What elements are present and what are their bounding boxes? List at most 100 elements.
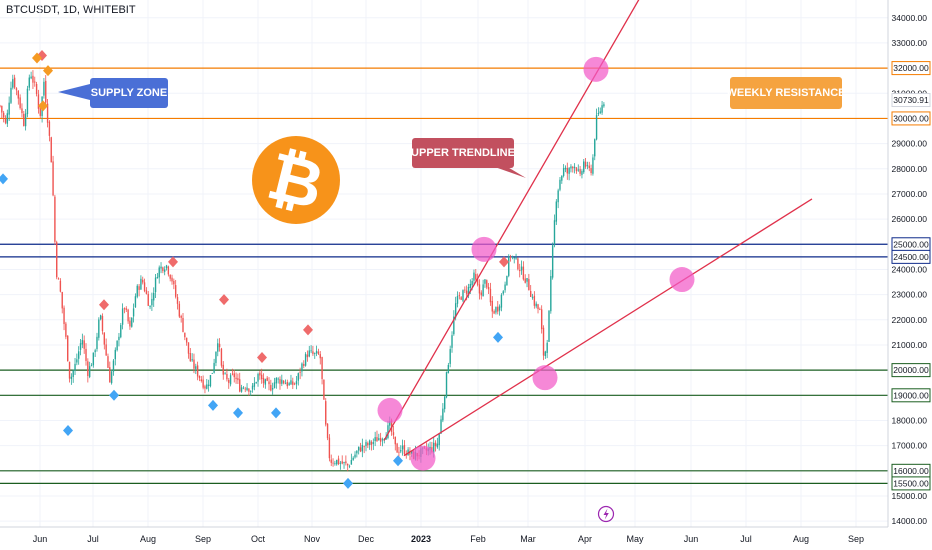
candle [462, 289, 464, 303]
candle-body [251, 385, 254, 390]
candle-body [431, 447, 433, 452]
candle-body [537, 304, 539, 310]
candle-body [467, 286, 470, 296]
candle [244, 386, 246, 393]
lightning-icon[interactable] [597, 505, 615, 523]
candle [544, 350, 547, 359]
candle [215, 351, 217, 367]
candle-body [142, 279, 144, 283]
time-tick-label: Aug [140, 534, 156, 544]
candle-body [522, 266, 525, 280]
candle [21, 103, 23, 118]
time-tick-label: Mar [520, 534, 536, 544]
candle-body [103, 332, 106, 345]
candle [56, 240, 58, 280]
bitcoin-logo-icon: ₿ [252, 136, 340, 225]
candle [242, 386, 245, 390]
candle [259, 370, 261, 380]
candle [171, 274, 173, 285]
candle-body [348, 465, 351, 467]
candle [268, 377, 270, 391]
candle-body [454, 303, 457, 318]
touch-circle [532, 365, 558, 391]
candle-body [134, 296, 137, 308]
candle-body [264, 379, 267, 385]
candle-body [4, 118, 7, 123]
candle [206, 378, 208, 390]
candle-body [531, 297, 534, 299]
candle-body [480, 292, 482, 296]
candle [116, 340, 118, 352]
time-axis[interactable]: Jun Jul Aug Sep Oct Nov Dec 2023 Feb Mar Apr May Jun… [0, 526, 888, 544]
candle-body [24, 113, 27, 127]
candle [61, 291, 63, 314]
candle-body [52, 161, 54, 196]
candle-body [553, 220, 556, 246]
candle [134, 293, 137, 308]
candle-body [350, 460, 353, 465]
price-tick-label: 24000.00 [892, 264, 928, 274]
candle-body [282, 380, 285, 384]
candle [52, 155, 54, 197]
candle [10, 81, 12, 105]
candle [81, 333, 84, 349]
candle-body [506, 275, 508, 286]
candle-body [281, 379, 283, 384]
candle-body [566, 168, 568, 174]
touch-circle [583, 56, 609, 82]
candle-body [381, 439, 384, 441]
candle-body [555, 201, 558, 222]
candle [566, 162, 568, 180]
price-badge-box [891, 249, 931, 264]
candle-body [28, 77, 30, 88]
candle-body [367, 442, 369, 446]
price-tick-label: 27000.00 [892, 189, 928, 199]
candle [299, 367, 301, 380]
time-tick-label: Jun [33, 534, 48, 544]
candle-body [240, 387, 243, 392]
candle-body [337, 458, 340, 464]
level-price-badge: 24500.00 [891, 249, 931, 264]
candle [354, 451, 356, 459]
candle-body [110, 371, 113, 384]
candle-body [6, 113, 9, 124]
candle-body [228, 379, 230, 383]
price-badge-label: 25000.00 [893, 239, 929, 249]
candle-body [502, 291, 504, 294]
candle-body [10, 87, 12, 103]
candle-body [136, 285, 138, 297]
price-axis[interactable]: 14000.00 15000.00 16000.00 17000.00 18000.00… [887, 0, 932, 550]
trendline-lower[interactable] [403, 198, 813, 457]
candle [409, 447, 411, 461]
candle-body [125, 308, 127, 310]
candle [352, 456, 354, 461]
time-tick-label: May [626, 534, 644, 544]
candle-body [321, 356, 323, 379]
price-badge-box [891, 111, 931, 126]
candle-body [489, 288, 492, 303]
candle-body [19, 97, 21, 109]
candle-body [308, 350, 310, 357]
candle [434, 440, 437, 452]
candle-body [167, 266, 170, 275]
candle [193, 353, 195, 374]
candle [77, 346, 80, 365]
candle [348, 464, 351, 469]
candle-body [120, 325, 122, 338]
candle [15, 87, 18, 96]
candle-body [189, 353, 192, 362]
candle [436, 437, 439, 449]
candle [325, 398, 327, 427]
candle [120, 322, 122, 339]
candle-body [67, 335, 69, 362]
candle-body [173, 280, 175, 285]
candle [68, 361, 71, 383]
candle-body [61, 291, 63, 309]
candle [250, 390, 252, 396]
price-badge-label: 19000.00 [893, 390, 929, 400]
candle [546, 339, 548, 359]
candle-body [601, 105, 603, 113]
candle-body [493, 311, 495, 314]
candle-body [57, 278, 60, 280]
